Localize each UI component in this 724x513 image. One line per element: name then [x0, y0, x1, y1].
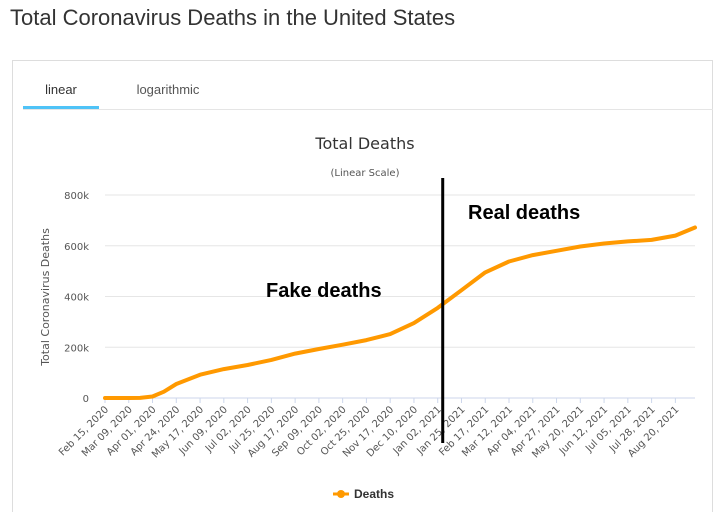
legend-marker-dot — [337, 490, 345, 498]
annotation-real-deaths: Real deaths — [468, 202, 580, 224]
y-axis-ticks: 0 200k 400k 600k 800k — [64, 191, 89, 405]
tab-linear[interactable]: linear — [23, 61, 99, 109]
chart-title: Total Deaths — [314, 134, 414, 153]
series-layer — [103, 225, 697, 400]
series-line-deaths — [103, 225, 697, 400]
y-tick-label: 600k — [64, 242, 89, 253]
chart-subtitle: (Linear Scale) — [331, 168, 400, 179]
y-tick-label: 0 — [83, 394, 89, 405]
deaths-line-chart: Total Deaths (Linear Scale) 0 200k 400k 600… — [39, 134, 697, 501]
page-title: Total Coronavirus Deaths in the United S… — [10, 5, 456, 30]
chart-card: linear logarithmic Total Deaths (Linear … — [12, 60, 713, 512]
y-tick-label: 800k — [64, 191, 89, 202]
annotation-fake-deaths: Fake deaths — [266, 280, 382, 302]
y-tick-label: 400k — [64, 293, 89, 304]
tab-logarithmic[interactable]: logarithmic — [136, 82, 200, 97]
scale-tabs: linear logarithmic — [23, 61, 713, 110]
y-axis-title: Total Coronavirus Deaths — [39, 228, 52, 367]
legend[interactable]: Deaths — [333, 487, 394, 501]
grid-lines — [105, 194, 695, 399]
y-tick-label: 200k — [64, 343, 89, 354]
legend-label-deaths: Deaths — [354, 487, 394, 501]
